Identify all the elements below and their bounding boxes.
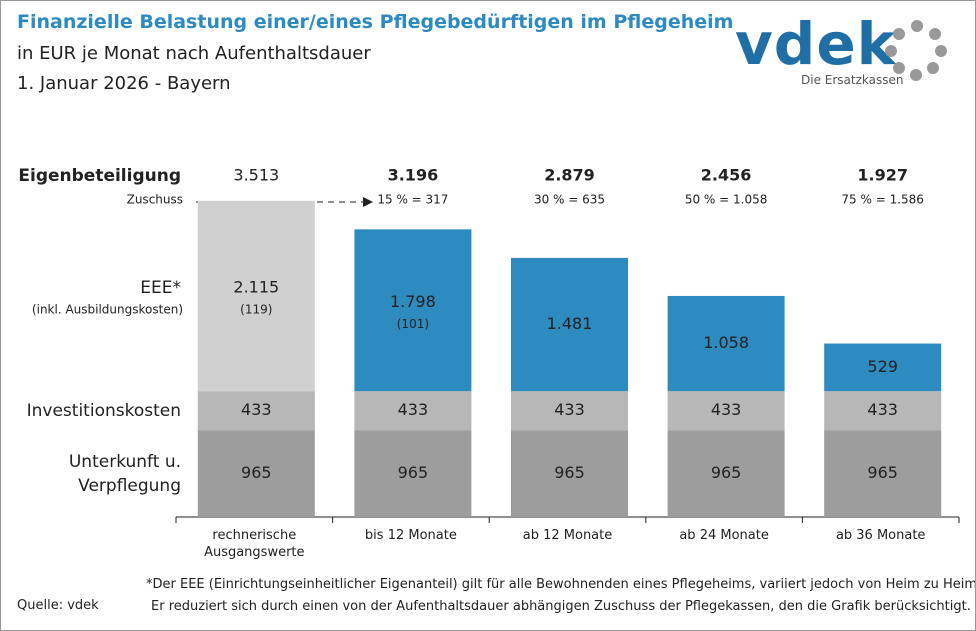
bar-segment — [197, 391, 315, 431]
value-label: 965 — [241, 463, 272, 482]
bar-segment — [511, 430, 628, 517]
value-label: 529 — [867, 357, 898, 376]
value-label: 965 — [398, 463, 429, 482]
value-label: 1.481 — [547, 314, 593, 333]
total-label: 1.927 — [857, 166, 908, 185]
value-label: 1.058 — [703, 333, 749, 352]
series-note: (inkl. Ausbildungskosten) — [32, 303, 183, 317]
value-label: 965 — [554, 463, 585, 482]
subtitle: in EUR je Monat nach Aufenthaltsdauer — [17, 43, 371, 64]
series-label: Investitionskosten — [26, 400, 181, 421]
value-label: 433 — [241, 400, 272, 419]
sub-label: (119) — [240, 303, 272, 317]
value-label: 2.115 — [233, 278, 279, 297]
bar-segment — [824, 391, 942, 431]
bar-segment — [824, 430, 942, 517]
zuschuss-label: 30 % = 635 — [534, 193, 605, 207]
series-label: EEE* — [140, 278, 181, 298]
row-label: Eigenbeteiligung — [18, 166, 181, 186]
value-label: 433 — [398, 400, 429, 419]
series-label: Unterkunft u. Verpflegung — [68, 451, 181, 496]
value-label: 433 — [867, 400, 898, 419]
value-label: 965 — [711, 463, 742, 482]
sub-label: (101) — [397, 317, 429, 331]
bar-segment — [354, 430, 472, 517]
bar-segment — [511, 257, 628, 392]
date: 1. Januar 2026 - Bayern — [17, 73, 231, 94]
bar-segment — [667, 430, 785, 517]
x-tick-label: ab 12 Monate — [522, 528, 613, 543]
logo-name: vdek — [735, 10, 897, 78]
bar-segment — [667, 391, 785, 431]
bar-segment — [511, 391, 628, 431]
bar-segment — [824, 343, 942, 392]
bar-segment — [197, 200, 315, 392]
title: Finanzielle Belastung einer/eines Pflege… — [17, 11, 734, 33]
logo-ring — [885, 20, 947, 81]
total-label: 3.513 — [233, 166, 279, 185]
bar-segment — [354, 229, 472, 392]
value-label: 1.798 — [390, 292, 436, 311]
footnote: *Der EEE (Einrichtungseinheitlicher Eige… — [146, 577, 976, 592]
footnote: Er reduziert sich durch einen von der Au… — [151, 599, 971, 614]
total-label: 2.456 — [701, 166, 752, 185]
x-tick-label: ab 24 Monate — [679, 528, 769, 543]
value-label: 965 — [867, 463, 898, 482]
total-label: 3.196 — [388, 166, 439, 185]
row-label: Zuschuss — [127, 193, 183, 207]
bar-segment — [197, 430, 315, 517]
bar-segment — [667, 295, 785, 392]
logo-tagline: Die Ersatzkassen — [801, 73, 904, 87]
x-tick-label: rechnerische Ausgangswerte — [204, 528, 305, 560]
bar-segment — [354, 391, 472, 431]
x-tick-label: ab 36 Monate — [835, 528, 926, 543]
source: Quelle: vdek — [17, 598, 99, 613]
zuschuss-arrowhead — [363, 197, 373, 207]
value-label: 433 — [711, 400, 742, 419]
zuschuss-label: 75 % = 1.586 — [841, 193, 924, 207]
total-label: 2.879 — [544, 166, 595, 185]
value-label: 433 — [554, 400, 585, 419]
x-tick-label: bis 12 Monate — [364, 528, 457, 543]
zuschuss-label: 50 % = 1.058 — [685, 193, 768, 207]
zuschuss-label: 15 % = 317 — [377, 193, 448, 207]
